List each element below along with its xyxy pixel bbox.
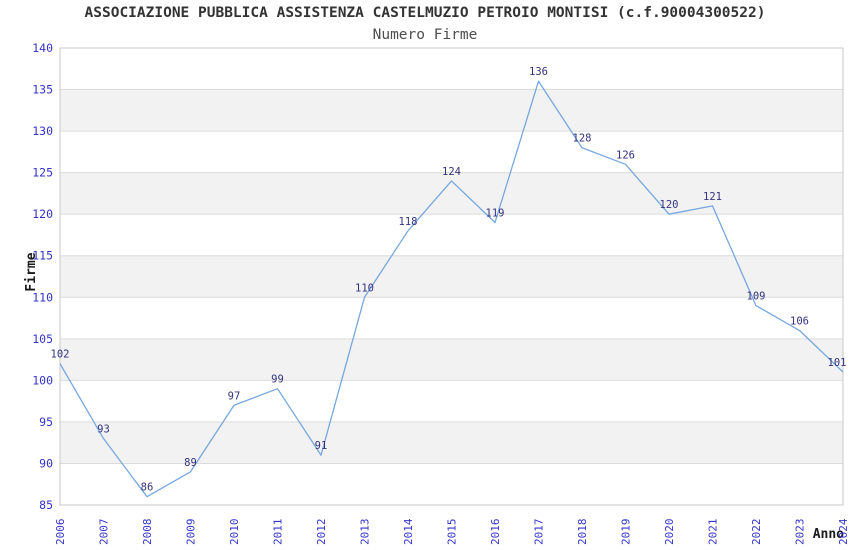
x-tick-label: 2018 (576, 519, 589, 546)
data-label: 126 (616, 149, 635, 161)
x-tick-label: 2017 (533, 519, 546, 546)
data-label: 110 (355, 282, 374, 294)
y-tick-label: 130 (32, 124, 53, 138)
y-tick-label: 110 (32, 290, 53, 304)
x-tick-label: 2015 (446, 519, 459, 546)
x-tick-label: 2011 (272, 519, 285, 546)
x-tick-label: 2008 (141, 519, 154, 546)
data-label: 99 (271, 374, 284, 386)
data-label: 101 (828, 357, 847, 369)
plot-border (59, 47, 844, 506)
data-label: 120 (660, 199, 679, 211)
grid-band (60, 338, 843, 381)
chart-title: ASSOCIAZIONE PUBBLICA ASSISTENZA CASTELM… (84, 5, 766, 21)
grid-band (60, 255, 843, 298)
y-tick-label: 135 (32, 83, 53, 97)
y-tick-label: 125 (32, 166, 53, 180)
data-label: 124 (442, 166, 461, 178)
x-tick-label: 2024 (837, 518, 850, 545)
data-label: 102 (51, 349, 70, 361)
data-label: 119 (486, 207, 505, 219)
x-tick-label: 2006 (54, 519, 67, 546)
x-tick-label: 2019 (620, 519, 633, 546)
data-label: 97 (228, 390, 241, 402)
data-label: 91 (315, 440, 328, 452)
x-tick-label: 2007 (98, 519, 111, 546)
grid-band (60, 421, 843, 464)
y-tick-label: 140 (32, 41, 53, 55)
y-tick-label: 120 (32, 207, 53, 221)
y-tick-label: 115 (32, 249, 53, 263)
y-tick-label: 95 (39, 415, 53, 429)
x-axis-title: Anno (812, 527, 844, 542)
x-tick-label: 2022 (750, 519, 763, 546)
y-tick-label: 85 (39, 498, 53, 512)
data-label: 106 (790, 316, 809, 328)
data-label: 109 (747, 291, 766, 303)
chart-subtitle: Numero Firme (372, 27, 478, 43)
x-tick-label: 2016 (489, 519, 502, 546)
data-label: 86 (141, 482, 154, 494)
data-line (59, 80, 844, 498)
data-label: 118 (399, 216, 418, 228)
data-label: 89 (184, 457, 197, 469)
x-tick-label: 2010 (228, 519, 241, 546)
grid-band (60, 89, 843, 132)
data-label: 93 (97, 424, 110, 436)
x-tick-label: 2023 (794, 519, 807, 546)
x-tick-label: 2021 (707, 519, 720, 546)
x-tick-label: 2020 (663, 519, 676, 546)
grid-band (60, 172, 843, 215)
data-label: 121 (703, 191, 722, 203)
data-label: 136 (529, 66, 548, 78)
x-tick-label: 2009 (185, 519, 198, 546)
x-tick-label: 2014 (402, 518, 415, 545)
y-tick-label: 100 (32, 373, 53, 387)
y-tick-label: 105 (32, 332, 53, 346)
x-tick-label: 2012 (315, 519, 328, 546)
data-label: 128 (573, 133, 592, 145)
x-tick-label: 2013 (359, 519, 372, 546)
y-tick-label: 90 (39, 456, 53, 470)
